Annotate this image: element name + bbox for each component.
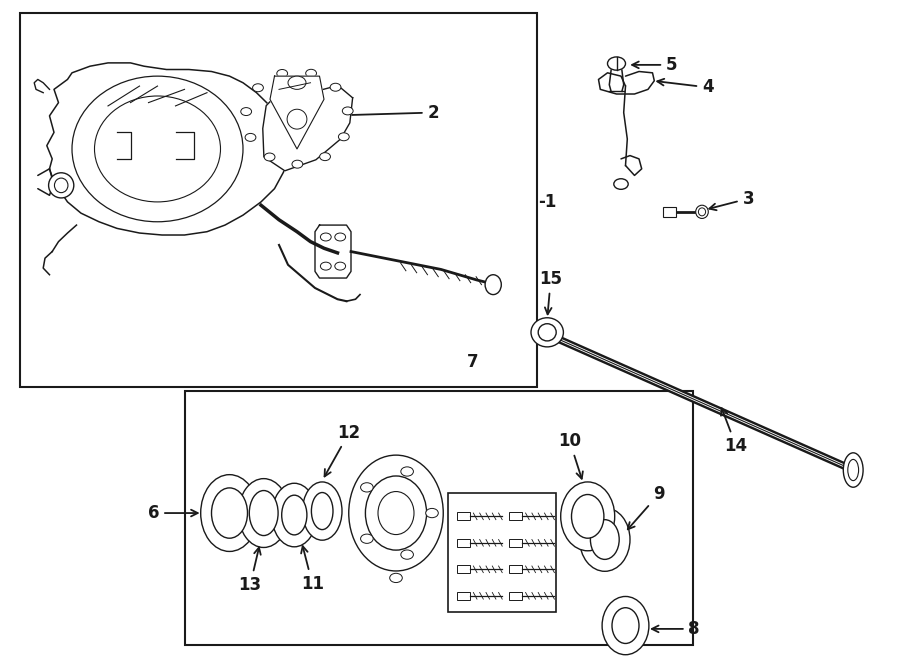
Circle shape xyxy=(253,84,264,92)
Circle shape xyxy=(288,76,306,89)
Bar xyxy=(509,539,522,547)
Ellipse shape xyxy=(538,324,556,341)
Ellipse shape xyxy=(580,508,630,571)
Bar xyxy=(509,592,522,600)
Ellipse shape xyxy=(843,453,863,487)
Ellipse shape xyxy=(561,482,615,551)
Ellipse shape xyxy=(698,208,706,216)
Text: 3: 3 xyxy=(709,189,754,211)
Ellipse shape xyxy=(238,479,289,547)
Circle shape xyxy=(265,153,275,161)
Circle shape xyxy=(361,534,374,544)
Ellipse shape xyxy=(696,205,708,218)
Text: 10: 10 xyxy=(558,432,583,479)
Ellipse shape xyxy=(201,475,258,551)
Bar xyxy=(509,565,522,573)
Circle shape xyxy=(608,57,625,70)
Ellipse shape xyxy=(602,596,649,655)
Bar xyxy=(457,565,470,573)
Circle shape xyxy=(277,70,288,77)
Bar xyxy=(20,13,537,387)
Ellipse shape xyxy=(249,491,278,536)
Ellipse shape xyxy=(349,455,443,571)
Polygon shape xyxy=(263,85,353,171)
Text: 12: 12 xyxy=(325,424,361,477)
Circle shape xyxy=(306,70,317,77)
Circle shape xyxy=(335,262,346,270)
Circle shape xyxy=(335,233,346,241)
Polygon shape xyxy=(270,76,324,149)
Ellipse shape xyxy=(848,459,859,481)
Circle shape xyxy=(400,550,413,559)
Bar xyxy=(457,592,470,600)
Bar xyxy=(457,539,470,547)
Ellipse shape xyxy=(55,178,68,193)
Circle shape xyxy=(361,483,374,492)
Circle shape xyxy=(320,262,331,270)
Bar xyxy=(457,512,470,520)
Bar xyxy=(184,391,693,645)
Bar xyxy=(663,207,676,217)
Circle shape xyxy=(390,573,402,583)
Text: 4: 4 xyxy=(657,78,714,97)
Text: 14: 14 xyxy=(721,408,748,455)
Ellipse shape xyxy=(302,482,342,540)
Text: 2: 2 xyxy=(327,103,439,122)
Ellipse shape xyxy=(590,520,619,559)
Text: 15: 15 xyxy=(539,270,562,314)
Ellipse shape xyxy=(365,476,427,550)
Text: 8: 8 xyxy=(652,620,700,638)
Text: 6: 6 xyxy=(148,504,198,522)
Ellipse shape xyxy=(282,495,307,535)
Ellipse shape xyxy=(612,608,639,643)
Ellipse shape xyxy=(49,173,74,198)
Ellipse shape xyxy=(531,318,563,347)
Text: 13: 13 xyxy=(238,547,262,594)
Circle shape xyxy=(614,179,628,189)
Text: 5: 5 xyxy=(632,56,678,74)
Text: 11: 11 xyxy=(301,546,324,592)
Circle shape xyxy=(338,133,349,141)
Text: 9: 9 xyxy=(628,485,664,530)
Ellipse shape xyxy=(272,483,317,547)
Bar xyxy=(448,493,556,612)
Bar xyxy=(509,512,522,520)
Circle shape xyxy=(320,233,331,241)
Ellipse shape xyxy=(485,275,501,295)
Ellipse shape xyxy=(212,488,248,538)
Circle shape xyxy=(426,508,438,518)
Circle shape xyxy=(245,134,256,142)
Text: 7: 7 xyxy=(467,353,478,371)
Ellipse shape xyxy=(72,76,243,222)
Ellipse shape xyxy=(378,491,414,535)
Ellipse shape xyxy=(94,96,220,202)
Ellipse shape xyxy=(311,493,333,530)
Circle shape xyxy=(330,83,341,91)
Circle shape xyxy=(241,108,252,116)
Ellipse shape xyxy=(287,109,307,129)
Circle shape xyxy=(292,160,302,168)
Circle shape xyxy=(342,107,353,115)
Ellipse shape xyxy=(572,495,604,538)
Circle shape xyxy=(400,467,413,476)
Circle shape xyxy=(320,153,330,161)
Text: -1: -1 xyxy=(538,193,556,211)
